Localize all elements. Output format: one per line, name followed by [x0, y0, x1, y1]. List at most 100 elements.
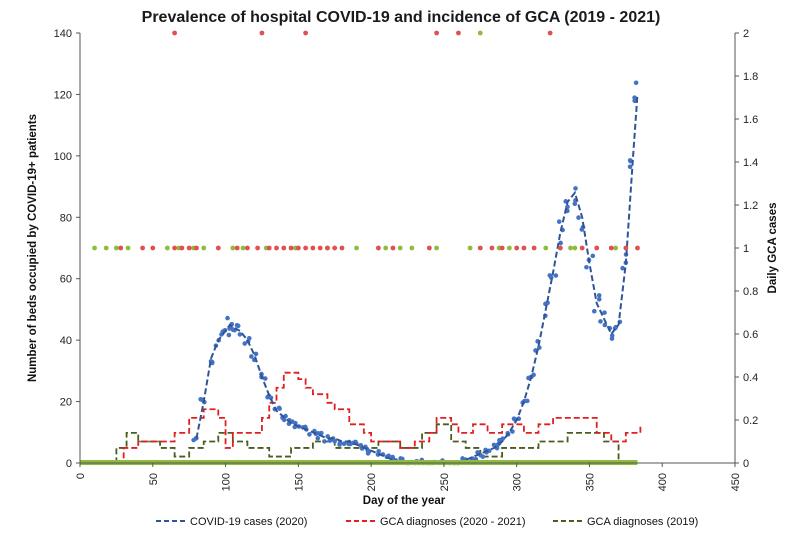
- covid-point: [572, 201, 578, 207]
- gca-2020-point: [579, 245, 585, 251]
- y-tick-label: 80: [60, 212, 72, 224]
- gca-2020-point: [456, 30, 461, 36]
- gca-2020-point: [499, 245, 505, 251]
- chart-title: Prevalence of hospital COVID-19 and inci…: [142, 9, 661, 26]
- gca-2020-point: [375, 245, 381, 251]
- y2-tick-label: 1.8: [743, 71, 758, 83]
- covid-point: [486, 448, 492, 454]
- covid-point: [590, 253, 596, 259]
- covid-point: [235, 323, 241, 329]
- covid-point: [253, 351, 259, 357]
- gca-2020-point: [186, 245, 192, 251]
- gca-2019-point: [506, 245, 512, 251]
- gca-2020-point: [179, 245, 185, 251]
- gca-2019-point: [477, 30, 483, 36]
- gca-2019-point: [572, 245, 578, 251]
- gca-2020-point: [390, 245, 396, 251]
- gca-2019-point: [613, 245, 619, 251]
- gca-2019-point: [230, 245, 236, 251]
- gca-2020-point: [477, 245, 483, 251]
- covid-point: [237, 332, 243, 337]
- gca-2020-point: [594, 245, 600, 251]
- gca-2020-point: [317, 245, 323, 251]
- covid-point: [573, 186, 578, 191]
- gca-2020-point: [557, 245, 563, 251]
- x-tick-label: 100: [221, 473, 233, 491]
- covid-point: [249, 354, 254, 359]
- covid-point: [633, 80, 639, 86]
- y2-tick-label: 0.4: [743, 372, 758, 384]
- covid-point: [358, 443, 364, 448]
- gca-2020-point: [244, 245, 250, 251]
- x-tick-label: 50: [148, 473, 160, 485]
- covid-point: [627, 164, 633, 170]
- covid-point: [632, 95, 637, 100]
- gca-2019-point: [397, 245, 403, 251]
- plot-area: [80, 30, 642, 466]
- gca-2019-point: [568, 245, 573, 251]
- gca-2020-point: [172, 30, 178, 36]
- covid-point: [584, 264, 589, 270]
- gca-2019-point: [409, 245, 415, 251]
- gca-2019-point: [103, 245, 109, 251]
- gca-2020-point: [332, 245, 338, 251]
- gca-2020-point: [434, 30, 440, 36]
- gca-2020-point: [150, 245, 156, 251]
- covid-trend-series: [195, 94, 639, 464]
- gca-2020-point: [288, 245, 294, 251]
- covid-point: [596, 296, 602, 302]
- x-tick-label: 250: [439, 473, 451, 491]
- y-tick-label: 120: [54, 89, 72, 101]
- axes: 02040608010012014000.20.40.60.811.21.41.…: [54, 28, 759, 491]
- gca-2020-point: [303, 30, 309, 36]
- gca-2020-point: [489, 245, 495, 251]
- covid-point: [598, 319, 603, 324]
- x-tick-label: 300: [512, 473, 524, 491]
- covid-point: [277, 406, 282, 411]
- gca-2019-point: [354, 245, 359, 251]
- y2-tick-label: 0.8: [743, 286, 758, 298]
- gca-2020-point: [215, 245, 221, 251]
- gca-2020-point: [623, 245, 629, 251]
- gca-2020-point: [194, 245, 199, 251]
- y-tick-label: 20: [60, 397, 72, 409]
- covid-trend-line: [195, 94, 639, 464]
- gca-2019-point: [125, 245, 131, 251]
- gca-2020-point: [521, 245, 527, 251]
- legend-label-gca-2019: GCA diagnoses (2019): [587, 516, 698, 528]
- y2-tick-label: 1: [743, 243, 749, 255]
- covid-point: [620, 265, 625, 271]
- covid-point: [609, 336, 615, 341]
- gca-2020-point: [266, 245, 272, 251]
- covid-point: [225, 315, 230, 321]
- covid-point: [576, 215, 581, 220]
- y2-tick-label: 1.6: [743, 114, 758, 126]
- gca-2020-point: [531, 245, 537, 251]
- gca-2020-point: [274, 245, 279, 251]
- y-tick-label: 60: [60, 274, 72, 286]
- gca-2019-trend-series: [80, 423, 638, 464]
- covid-point: [246, 335, 252, 341]
- x-tick-label: 400: [657, 473, 669, 491]
- covid-point: [596, 293, 602, 298]
- gca-2020-point: [234, 245, 240, 251]
- gca-2020-point: [140, 245, 145, 251]
- gca-2020-trend-line: [119, 371, 642, 464]
- x-tick-label: 350: [584, 473, 596, 491]
- y2-tick-label: 2: [743, 28, 749, 40]
- covid-point: [491, 442, 497, 448]
- covid-point: [553, 273, 559, 278]
- x-tick-label: 0: [75, 473, 87, 479]
- gca-2019-point: [543, 245, 549, 251]
- covid-point: [537, 345, 542, 350]
- covid-point: [602, 310, 607, 315]
- gca-2019-point: [240, 245, 246, 251]
- gca-2020-point: [118, 245, 124, 251]
- gca-2020-point: [172, 245, 178, 251]
- gca-2019-trend-line: [80, 423, 638, 464]
- legend-label-covid: COVID-19 cases (2020): [190, 516, 307, 528]
- gca-2020-point: [295, 245, 301, 251]
- y-tick-label: 0: [66, 458, 72, 470]
- gca-2020-point: [547, 30, 553, 36]
